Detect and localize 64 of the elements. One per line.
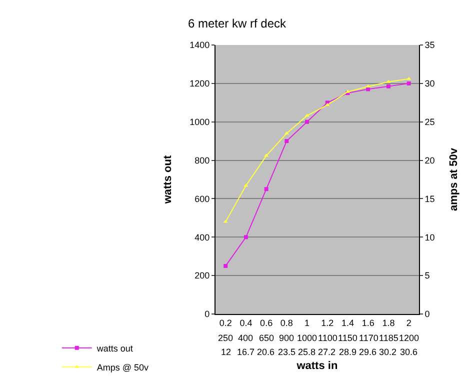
legend-label: Amps @ 50v <box>96 362 150 372</box>
point <box>284 131 289 134</box>
data-label: 650 <box>259 333 274 343</box>
x-tick-label: 1.2 <box>321 318 334 328</box>
y2-tick-label: 25 <box>424 117 435 128</box>
x-tick-label: 0.6 <box>260 318 273 328</box>
point <box>244 235 248 240</box>
data-label: 1000 <box>297 333 318 343</box>
point <box>305 120 310 124</box>
x-tick-label: 1.4 <box>341 318 354 328</box>
y-tick-label: 600 <box>194 194 210 204</box>
y-tick-label: 400 <box>194 232 210 242</box>
data-label: 16.7 <box>237 347 255 357</box>
x-tick-label: 1.6 <box>362 318 374 328</box>
data-label: 27.2 <box>318 347 336 357</box>
data-label: 12 <box>221 347 232 357</box>
point <box>223 220 228 223</box>
data-label: 20.6 <box>257 347 275 357</box>
data-label: 28.9 <box>339 347 357 357</box>
data-label: 30.6 <box>400 347 418 357</box>
x-axis-title: watts in <box>296 360 338 372</box>
point <box>386 84 390 88</box>
x-tick-label: 0.8 <box>280 318 293 328</box>
x-tick-label: 2 <box>406 318 412 328</box>
data-label: 1150 <box>338 333 358 343</box>
chart-title: 6 meter kw rf deck <box>188 16 288 30</box>
y-tick-label: 200 <box>194 270 210 281</box>
data-label: 25.8 <box>298 347 316 357</box>
y2-tick-label: 35 <box>424 40 435 50</box>
y-tick-label: 1000 <box>190 117 210 128</box>
y-tick-label: 800 <box>194 155 210 166</box>
x-tick-label: 0.2 <box>219 318 232 328</box>
point <box>264 187 268 192</box>
y2-tick-label: 10 <box>424 232 435 242</box>
x-tick-label: 1.8 <box>382 318 395 328</box>
data-label: 29.6 <box>359 347 377 357</box>
point <box>284 139 289 144</box>
y2-axis-title: amps at 50v <box>448 147 460 211</box>
data-label: 1170 <box>359 333 378 343</box>
data-label: 900 <box>279 333 294 343</box>
y2-tick-label: 0 <box>424 309 430 320</box>
y-tick-label: 1200 <box>190 78 210 89</box>
data-label: 1100 <box>318 333 338 343</box>
data-label: 1200 <box>399 333 420 343</box>
y2-tick-label: 30 <box>424 78 435 89</box>
point <box>264 154 269 157</box>
x-tick-label: 1 <box>304 318 310 328</box>
data-label: 1185 <box>379 333 398 343</box>
y2-tick-label: 5 <box>424 270 430 281</box>
y2-tick-label: 15 <box>424 194 435 204</box>
data-label: 23.5 <box>278 347 296 357</box>
point <box>406 81 411 86</box>
y-tick-label: 0 <box>204 309 210 320</box>
point <box>386 80 391 83</box>
y2-tick-label: 20 <box>424 155 435 166</box>
data-label: 400 <box>238 333 254 343</box>
data-label: 250 <box>218 333 234 343</box>
y-tick-label: 1400 <box>190 40 210 50</box>
y-axis-title: watts out <box>162 155 174 205</box>
legend-label: watts out <box>96 343 134 354</box>
x-tick-label: 0.4 <box>240 318 252 328</box>
point <box>224 264 228 268</box>
data-label: 30.2 <box>379 347 397 357</box>
point <box>406 76 412 80</box>
